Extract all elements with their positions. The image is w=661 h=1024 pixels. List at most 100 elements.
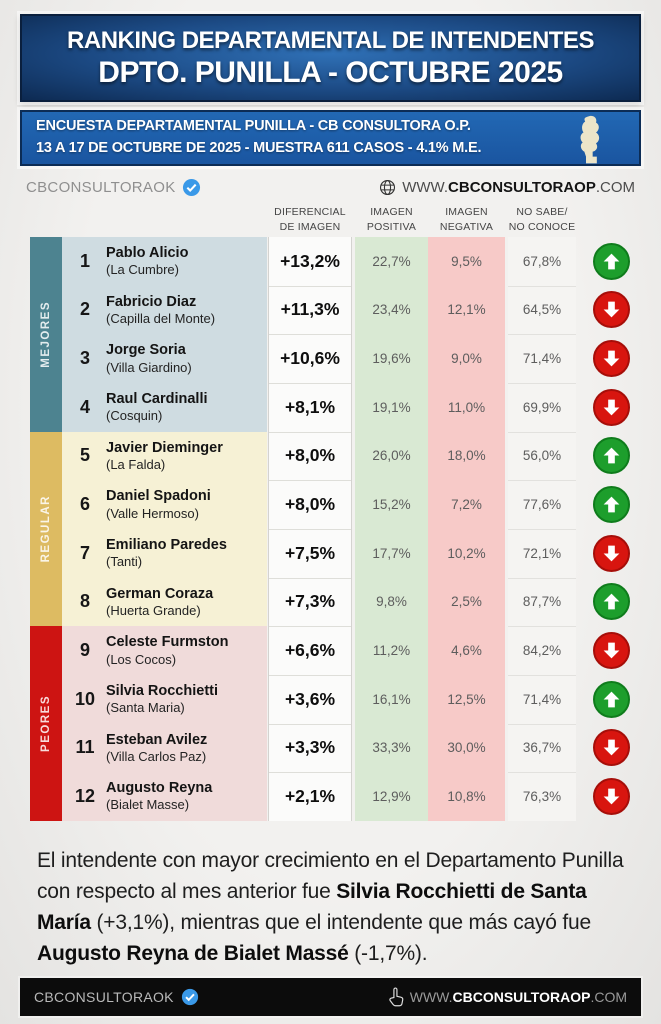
verified-badge-icon: [182, 178, 200, 196]
rank-number: 9: [79, 640, 90, 661]
trend-down-icon: [593, 534, 630, 572]
diferencial-value: +8,0%: [268, 431, 352, 481]
imagen-negativa-value: 18,0%: [428, 431, 505, 481]
rank-number: 3: [79, 348, 90, 369]
trend-up-icon: [593, 242, 630, 280]
footer-bar: CBCONSULTORAOK WWW.CBCONSULTORAOP.COM: [20, 978, 641, 1016]
website-link-top[interactable]: WWW.CBCONSULTORAOP.COM: [379, 179, 635, 196]
summary-segment: (-1,7%).: [348, 941, 428, 965]
rank-number: 12: [74, 786, 96, 807]
imagen-positiva-value: 11,2%: [355, 626, 428, 675]
summary-highlight: Augusto Reyna de Bialet Massé: [37, 941, 349, 965]
imagen-positiva-value: 15,2%: [355, 480, 428, 529]
table-row: 10 Silvia Rocchietti (Santa Maria) +3,6%…: [30, 674, 630, 724]
imagen-negativa-value: 9,0%: [428, 334, 505, 383]
trend-up-icon: [593, 680, 630, 718]
table-row: 12 Augusto Reyna (Bialet Masse) +2,1% 12…: [30, 772, 630, 821]
no-sabe-value: 72,1%: [508, 528, 576, 578]
summary-text: El intendente con mayor crecimiento en e…: [37, 846, 629, 969]
column-header-negativa: IMAGEN NEGATIVA: [439, 206, 494, 233]
website-link-footer[interactable]: WWW.CBCONSULTORAOP.COM: [386, 987, 627, 1008]
imagen-negativa-value: 30,0%: [428, 723, 505, 773]
diferencial-value: +3,6%: [268, 674, 352, 724]
trend-down-icon: [593, 291, 630, 329]
no-sabe-value: 71,4%: [508, 334, 576, 383]
footer-url-suffix: .COM: [590, 989, 627, 1005]
trend-down-icon: [593, 778, 630, 816]
page-title-line2: DPTO. PUNILLA - OCTUBRE 2025: [98, 55, 563, 89]
no-sabe-value: 76,3%: [508, 772, 576, 821]
diferencial-value: +13,2%: [268, 237, 352, 286]
footer-url-prefix: WWW.: [409, 989, 453, 1005]
locality: (La Cumbre): [106, 262, 179, 278]
url-prefix: WWW.: [402, 178, 449, 196]
table-column-headers: DIFERENCIAL DE IMAGEN IMAGEN POSITIVA IMAG…: [30, 203, 630, 234]
table-row: 3 Jorge Soria (Villa Giardino) +10,6% 19…: [30, 334, 630, 383]
intendente-name: Emiliano Paredes: [106, 537, 227, 554]
diferencial-value: +6,6%: [268, 626, 352, 675]
diferencial-value: +8,0%: [268, 480, 352, 529]
rank-number: 8: [79, 591, 90, 612]
rank-number: 5: [79, 445, 90, 466]
imagen-positiva-value: 22,7%: [355, 237, 428, 286]
trend-down-icon: [593, 632, 630, 670]
intendente-name: Daniel Spadoni: [106, 488, 211, 505]
locality: (Cosquin): [106, 408, 163, 424]
page-title-line1: RANKING DEPARTAMENTAL DE INTENDENTES: [67, 26, 594, 54]
intendente-name: German Coraza: [106, 585, 214, 602]
locality: (Villa Giardino): [106, 359, 192, 375]
no-sabe-value: 84,2%: [508, 626, 576, 675]
diferencial-value: +11,3%: [268, 285, 352, 335]
survey-info-banner: ENCUESTA DEPARTAMENTAL PUNILLA - CB CONS…: [20, 110, 641, 166]
intendente-name: Pablo Alicio: [106, 245, 189, 262]
rank-number: 10: [74, 688, 96, 709]
diferencial-value: +7,3%: [268, 577, 352, 627]
no-sabe-value: 87,7%: [508, 577, 576, 627]
imagen-positiva-value: 23,4%: [355, 285, 428, 335]
no-sabe-value: 67,8%: [508, 237, 576, 286]
table-row: 7 Emiliano Paredes (Tanti) +7,5% 17,7% 1…: [30, 528, 630, 578]
verified-badge-icon: [181, 988, 198, 1006]
locality: (Valle Hermoso): [106, 505, 199, 521]
social-handle-top[interactable]: CBCONSULTORAOK: [26, 178, 201, 197]
imagen-negativa-value: 2,5%: [428, 577, 505, 627]
rank-number: 2: [79, 299, 90, 320]
summary-segment: (+3,1%), mientras que el intendente que …: [90, 910, 591, 934]
locality: (La Falda): [106, 456, 166, 472]
table-row: 8 German Coraza (Huerta Grande) +7,3% 9,…: [30, 577, 630, 627]
group-band-peores: PEORES: [30, 626, 62, 821]
rank-number: 1: [79, 250, 90, 271]
footer-handle-text: CBCONSULTORAOK: [34, 989, 174, 1005]
rank-number: 7: [79, 542, 90, 563]
table-row: 5 Javier Dieminger (La Falda) +8,0% 26,0…: [30, 431, 630, 481]
summary-highlight: Silvia Rocchietti de Santa María: [37, 879, 587, 934]
locality: (Bialet Masse): [106, 797, 190, 813]
no-sabe-value: 71,4%: [508, 674, 576, 724]
intendente-name: Jorge Soria: [106, 342, 186, 359]
trend-up-icon: [593, 486, 630, 524]
imagen-positiva-value: 17,7%: [355, 528, 428, 578]
locality: (Capilla del Monte): [106, 310, 216, 326]
locality: (Santa Maria): [106, 700, 185, 716]
survey-line1: ENCUESTA DEPARTAMENTAL PUNILLA - CB CONS…: [36, 118, 471, 135]
table-row: 9 Celeste Furmston (Los Cocos) +6,6% 11,…: [30, 626, 630, 675]
no-sabe-value: 77,6%: [508, 480, 576, 529]
intendente-name: Augusto Reyna: [106, 780, 213, 797]
diferencial-value: +10,6%: [268, 334, 352, 383]
survey-line2: 13 A 17 DE OCTUBRE DE 2025 - MUESTRA 611…: [36, 140, 482, 156]
intendente-name: Esteban Avilez: [106, 731, 208, 748]
table-row: 4 Raul Cardinalli (Cosquin) +8,1% 19,1% …: [30, 382, 630, 432]
social-handle-footer[interactable]: CBCONSULTORAOK: [34, 988, 199, 1006]
trend-down-icon: [593, 729, 630, 767]
intendente-name: Celeste Furmston: [106, 634, 229, 651]
trend-down-icon: [593, 340, 630, 378]
url-brand: CBCONSULTORAOP: [448, 178, 596, 196]
table-row: 1 Pablo Alicio (La Cumbre) +13,2% 22,7% …: [30, 237, 630, 286]
header-banner: RANKING DEPARTAMENTAL DE INTENDENTES DPT…: [20, 14, 641, 102]
ranking-table: MEJORES REGULAR PEORES 1 Pablo Alicio (L…: [30, 237, 630, 821]
punilla-map-silhouette-icon: [580, 115, 600, 164]
locality: (Tanti): [106, 554, 143, 570]
no-sabe-value: 56,0%: [508, 431, 576, 481]
intendente-name: Silvia Rocchietti: [106, 683, 219, 700]
